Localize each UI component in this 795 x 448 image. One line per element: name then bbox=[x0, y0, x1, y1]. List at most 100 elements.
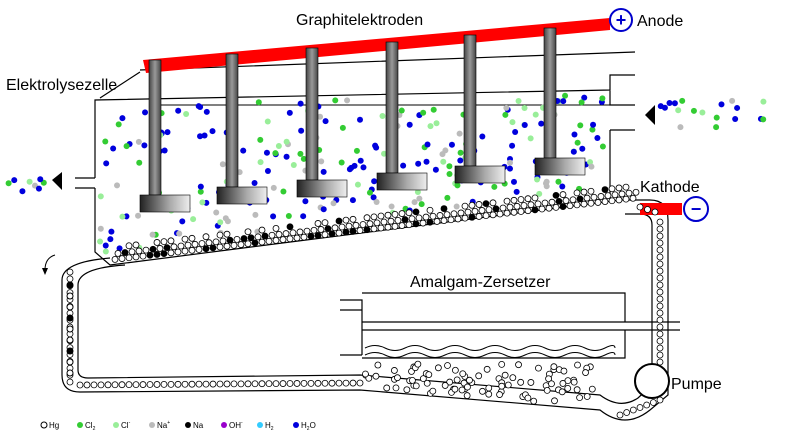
hg bbox=[425, 371, 433, 378]
particle bbox=[521, 121, 528, 128]
electrode-rod bbox=[225, 53, 239, 188]
hg bbox=[559, 191, 567, 198]
hg bbox=[174, 248, 182, 256]
particle bbox=[161, 147, 168, 154]
particle bbox=[515, 97, 522, 104]
hg bbox=[226, 236, 234, 244]
hg bbox=[566, 202, 574, 210]
hg bbox=[261, 232, 269, 240]
particle bbox=[332, 97, 339, 104]
particle bbox=[732, 116, 739, 123]
hg bbox=[286, 235, 294, 243]
hg bbox=[509, 374, 517, 382]
hg bbox=[349, 215, 357, 223]
hg bbox=[205, 239, 213, 247]
particle bbox=[559, 183, 566, 190]
hg bbox=[412, 382, 420, 390]
hg bbox=[564, 384, 572, 392]
hg bbox=[314, 232, 322, 239]
legend-marker bbox=[185, 422, 191, 428]
hg bbox=[251, 380, 259, 388]
particle bbox=[240, 147, 247, 154]
cell-label: Elektrolysezelle bbox=[6, 77, 117, 94]
hg bbox=[608, 185, 616, 193]
hg bbox=[335, 229, 343, 237]
particle bbox=[479, 133, 486, 140]
hg bbox=[121, 249, 129, 256]
hg bbox=[216, 243, 224, 251]
hg bbox=[475, 213, 483, 220]
hg bbox=[520, 202, 528, 209]
legend-label: Cl2 bbox=[85, 421, 96, 432]
hg bbox=[139, 381, 147, 388]
particle bbox=[590, 121, 597, 128]
hg bbox=[160, 250, 168, 258]
hg bbox=[524, 195, 532, 203]
particle bbox=[588, 163, 595, 170]
hg bbox=[300, 379, 308, 387]
particle bbox=[5, 180, 12, 187]
hg bbox=[552, 191, 560, 199]
hg bbox=[377, 224, 385, 232]
legend-marker bbox=[77, 422, 83, 428]
hg bbox=[132, 253, 140, 261]
hg bbox=[321, 219, 329, 227]
particle bbox=[300, 213, 307, 220]
particle bbox=[416, 195, 423, 202]
particle bbox=[300, 155, 307, 162]
hg bbox=[405, 221, 413, 229]
hg bbox=[153, 381, 161, 388]
particle bbox=[257, 136, 264, 143]
hg bbox=[656, 218, 664, 226]
hg bbox=[191, 240, 199, 248]
particle bbox=[302, 198, 309, 205]
legend-marker bbox=[293, 422, 299, 428]
particle bbox=[424, 141, 431, 148]
hg bbox=[373, 219, 381, 227]
hg bbox=[66, 314, 74, 322]
particle bbox=[388, 203, 395, 210]
electrode-plate bbox=[216, 186, 268, 205]
decomposer-label: Amalgam-Zersetzer bbox=[410, 274, 551, 291]
particle bbox=[589, 126, 596, 133]
hg bbox=[656, 267, 664, 275]
hg bbox=[597, 193, 605, 200]
particle bbox=[379, 113, 386, 120]
particle bbox=[318, 158, 325, 165]
hg bbox=[426, 218, 434, 226]
legend-label: Hg bbox=[49, 421, 59, 430]
particle bbox=[197, 183, 204, 190]
hg bbox=[408, 215, 416, 223]
hg bbox=[503, 197, 511, 205]
legend-text: Na bbox=[193, 421, 204, 430]
legend-text: Cl bbox=[121, 421, 129, 430]
particle bbox=[512, 129, 519, 136]
particle bbox=[197, 133, 204, 140]
hg bbox=[66, 347, 74, 355]
hg bbox=[230, 380, 238, 388]
hg bbox=[629, 406, 637, 414]
particle bbox=[11, 177, 18, 184]
hg bbox=[174, 380, 182, 388]
hg bbox=[114, 250, 122, 257]
hg bbox=[498, 360, 506, 368]
hg bbox=[391, 210, 399, 218]
hg bbox=[580, 200, 588, 208]
hg bbox=[475, 372, 483, 380]
hg bbox=[345, 222, 353, 230]
legend-tail: O bbox=[310, 421, 316, 430]
hg bbox=[83, 381, 91, 389]
hg bbox=[616, 411, 624, 419]
particle bbox=[562, 92, 569, 99]
particle bbox=[503, 104, 510, 111]
hg bbox=[489, 199, 497, 207]
hg bbox=[564, 377, 572, 385]
hg bbox=[272, 237, 280, 244]
particle bbox=[502, 111, 509, 118]
hg bbox=[482, 212, 490, 220]
particle bbox=[115, 121, 122, 128]
hg bbox=[545, 204, 553, 212]
hg bbox=[415, 214, 423, 222]
hg bbox=[496, 210, 504, 218]
hg bbox=[601, 186, 609, 193]
